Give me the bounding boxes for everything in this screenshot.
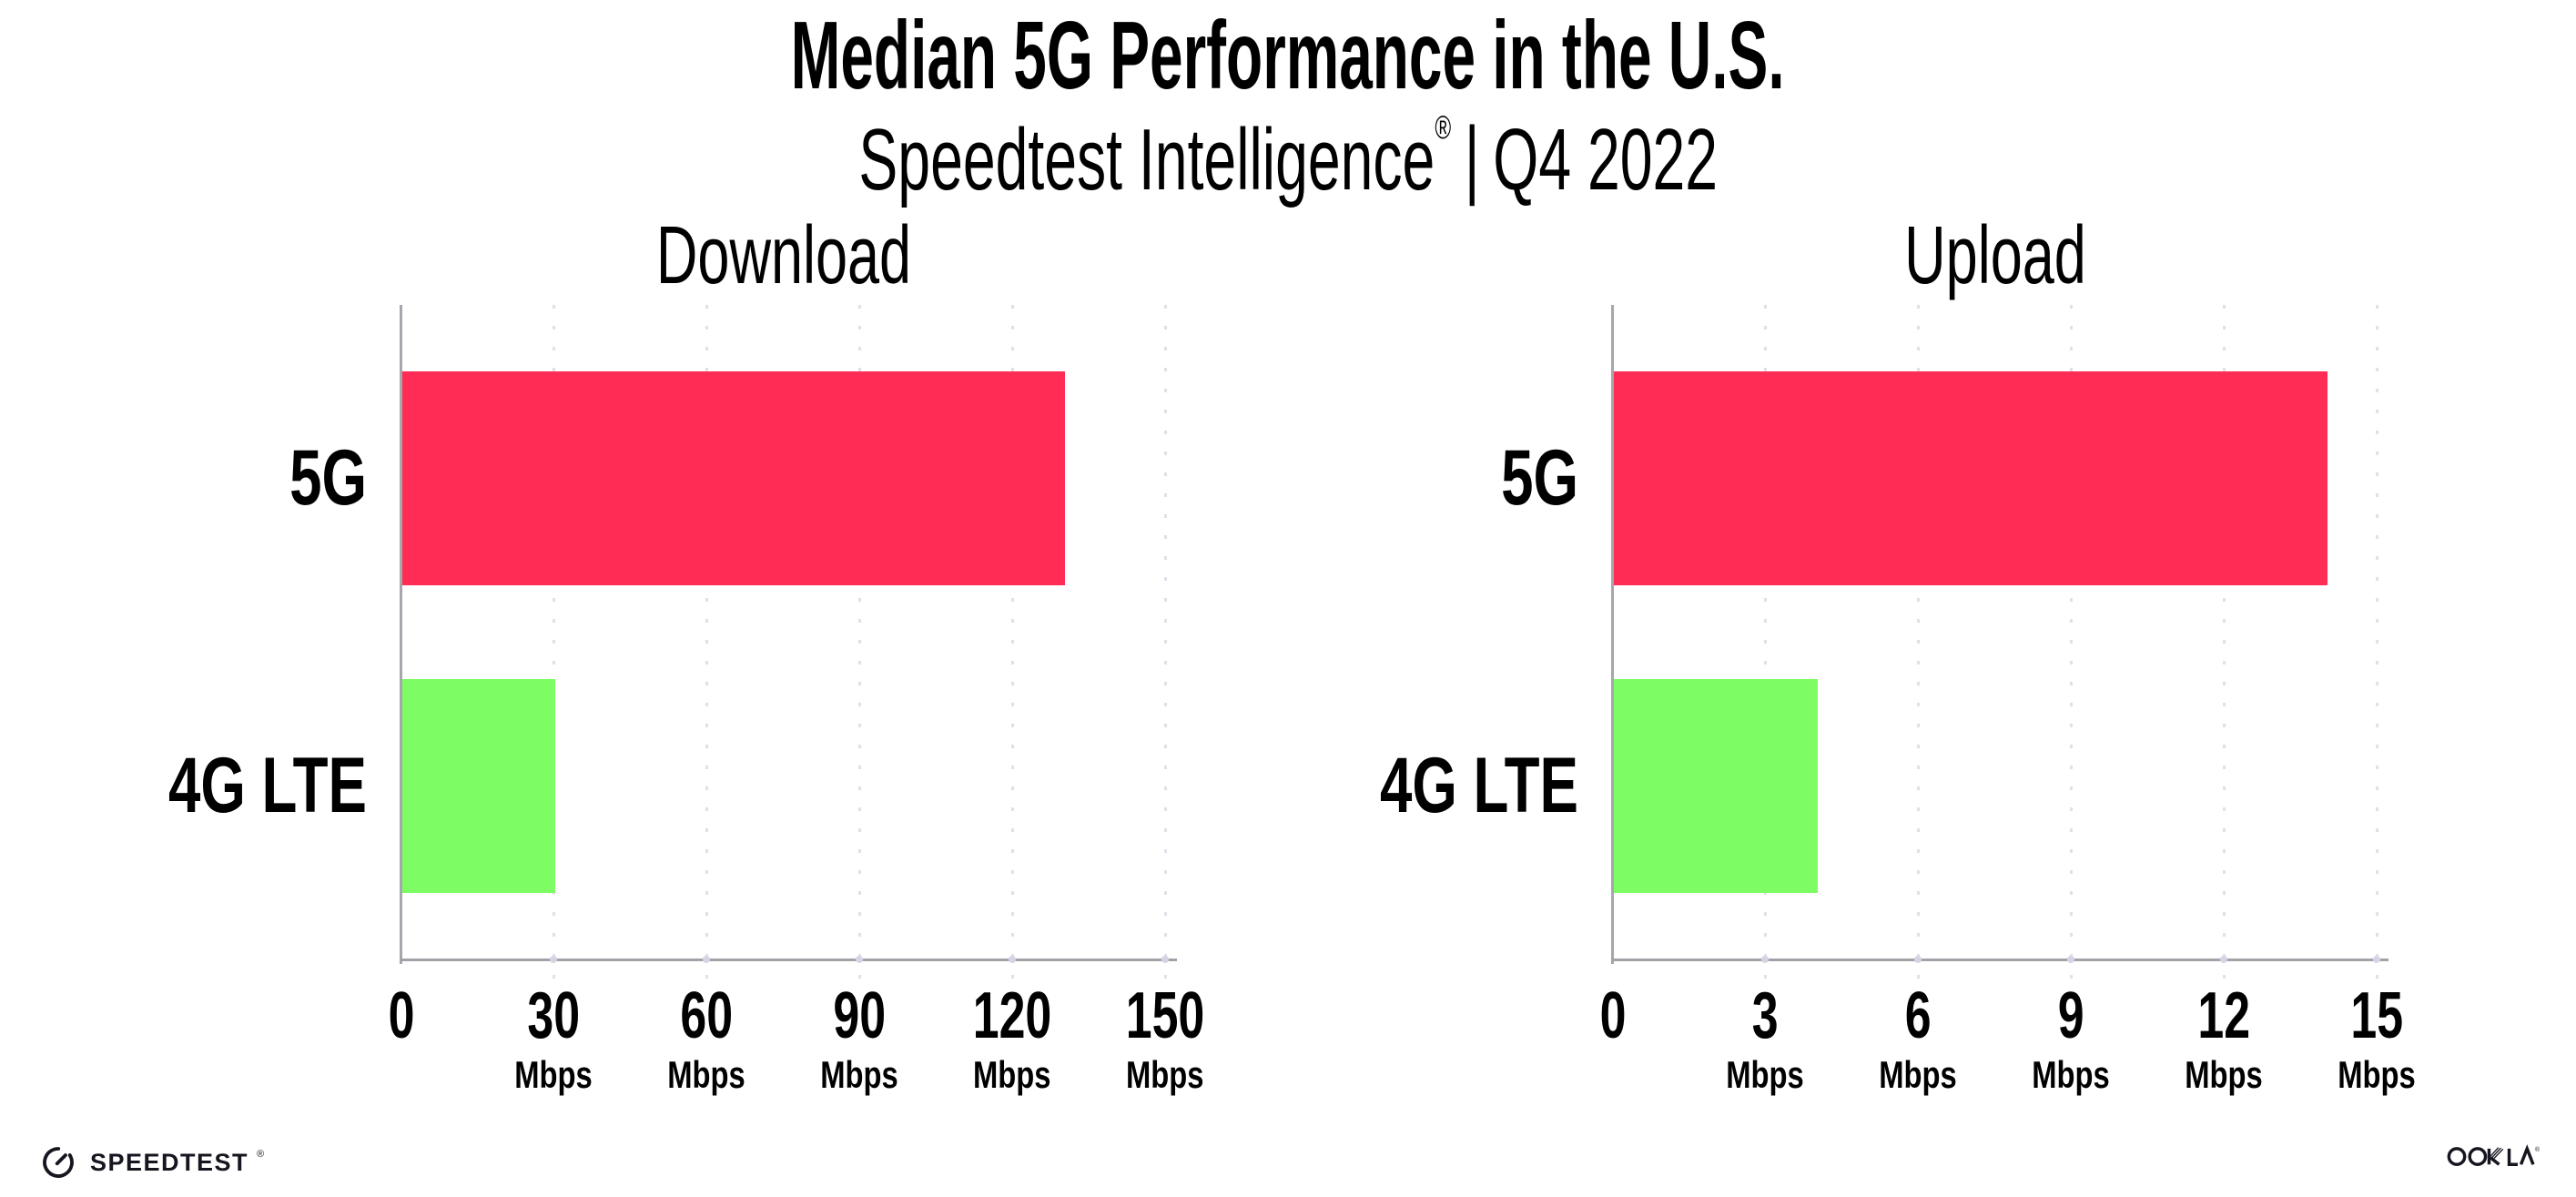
upload-chart-title: Upload xyxy=(1904,210,2086,301)
tick-label: 0 xyxy=(1599,979,1627,1052)
axis-tick-dot xyxy=(703,956,710,963)
bar-5g-download xyxy=(402,371,1065,585)
axis-tick-dot xyxy=(550,956,557,963)
subtitle-period: Q4 2022 xyxy=(1493,111,1718,208)
page-subtitle-text: Speedtest Intelligence® | Q4 2022 xyxy=(858,111,1718,204)
subtitle-separator: | xyxy=(1464,109,1480,207)
download-x-axis-ticks: 0 30 Mbps 60 Mbps 90 Mbps 120 Mbps 150 M… xyxy=(389,979,1205,1103)
x-axis-line xyxy=(400,959,1177,961)
axis-tick-dot xyxy=(1009,956,1016,963)
download-chart-title: Download xyxy=(655,210,912,301)
category-label-4g-lte: 4G LTE xyxy=(167,742,367,829)
page-subtitle: Speedtest Intelligence® | Q4 2022 xyxy=(0,111,2576,204)
axis-tick-dot xyxy=(1914,956,1922,963)
download-chart: Download 5G 4G LTE 0 30 Mbps 60 M xyxy=(168,0,1205,1197)
y-axis-line xyxy=(400,305,402,964)
gridline xyxy=(1764,305,1767,980)
speedtest-gauge-icon xyxy=(43,1147,74,1178)
tick-label: 60 Mbps xyxy=(667,979,745,1097)
category-label-5g: 5G xyxy=(289,434,367,522)
axis-tick-dot xyxy=(1761,956,1769,963)
tick-label: 150 Mbps xyxy=(1125,979,1205,1097)
tick-label: 12 Mbps xyxy=(2185,979,2263,1097)
x-axis-line xyxy=(1611,959,2388,961)
page-title: Median 5G Performance in the U.S. xyxy=(0,7,2576,104)
category-label-5g: 5G xyxy=(1501,434,1578,522)
gridline xyxy=(1011,305,1014,980)
gridline xyxy=(858,305,861,980)
gridline xyxy=(2070,305,2073,980)
upload-x-axis-ticks: 0 3 Mbps 6 Mbps 9 Mbps 12 Mbps 15 Mbps xyxy=(1600,979,2416,1103)
tick-label: 3 Mbps xyxy=(1726,979,1804,1097)
ookla-wordmark: ® xyxy=(2447,1144,2541,1166)
tick-label: 90 Mbps xyxy=(820,979,898,1097)
ookla-logo: ® xyxy=(2447,1141,2541,1169)
tick-label: 6 Mbps xyxy=(1879,979,1957,1097)
speedtest-logo: SPEEDTEST ® xyxy=(40,1143,264,1182)
header: Median 5G Performance in the U.S. Speedt… xyxy=(0,0,2576,204)
tick-label: 120 Mbps xyxy=(972,979,1052,1097)
subtitle-registered-mark: ® xyxy=(1435,108,1451,146)
ookla-registered-mark: ® xyxy=(2535,1146,2541,1153)
axis-tick-dot xyxy=(856,956,863,963)
gridline xyxy=(1917,305,1920,980)
category-label-4g-lte: 4G LTE xyxy=(1379,742,1578,829)
gridline xyxy=(2223,305,2226,980)
gridline xyxy=(2376,305,2378,980)
bar-4g-lte-download xyxy=(402,679,555,893)
upload-chart: Upload 5G 4G LTE 0 3 Mbps 6 Mbps xyxy=(1380,0,2416,1197)
tick-label: 30 Mbps xyxy=(514,979,593,1097)
gridline xyxy=(553,305,555,980)
page-title-text: Median 5G Performance in the U.S. xyxy=(791,2,1785,109)
axis-tick-dot xyxy=(2220,956,2227,963)
gridline xyxy=(705,305,708,980)
gridline xyxy=(1164,305,1167,980)
axis-tick-dot xyxy=(2373,956,2380,963)
axis-tick-dot xyxy=(1161,956,1169,963)
bar-5g-upload xyxy=(1614,371,2328,585)
subtitle-brand: Speedtest Intelligence xyxy=(858,111,1435,208)
axis-tick-dot xyxy=(2067,956,2074,963)
download-plot-area xyxy=(400,305,1177,980)
bar-4g-lte-upload xyxy=(1614,679,1818,893)
tick-label: 9 Mbps xyxy=(2032,979,2110,1097)
tick-label: 0 xyxy=(388,979,415,1052)
speedtest-wordmark: SPEEDTEST xyxy=(90,1148,249,1176)
tick-label: 15 Mbps xyxy=(2338,979,2416,1097)
y-axis-line xyxy=(1611,305,1614,964)
speedtest-registered-mark: ® xyxy=(257,1149,265,1160)
upload-plot-area xyxy=(1611,305,2388,980)
